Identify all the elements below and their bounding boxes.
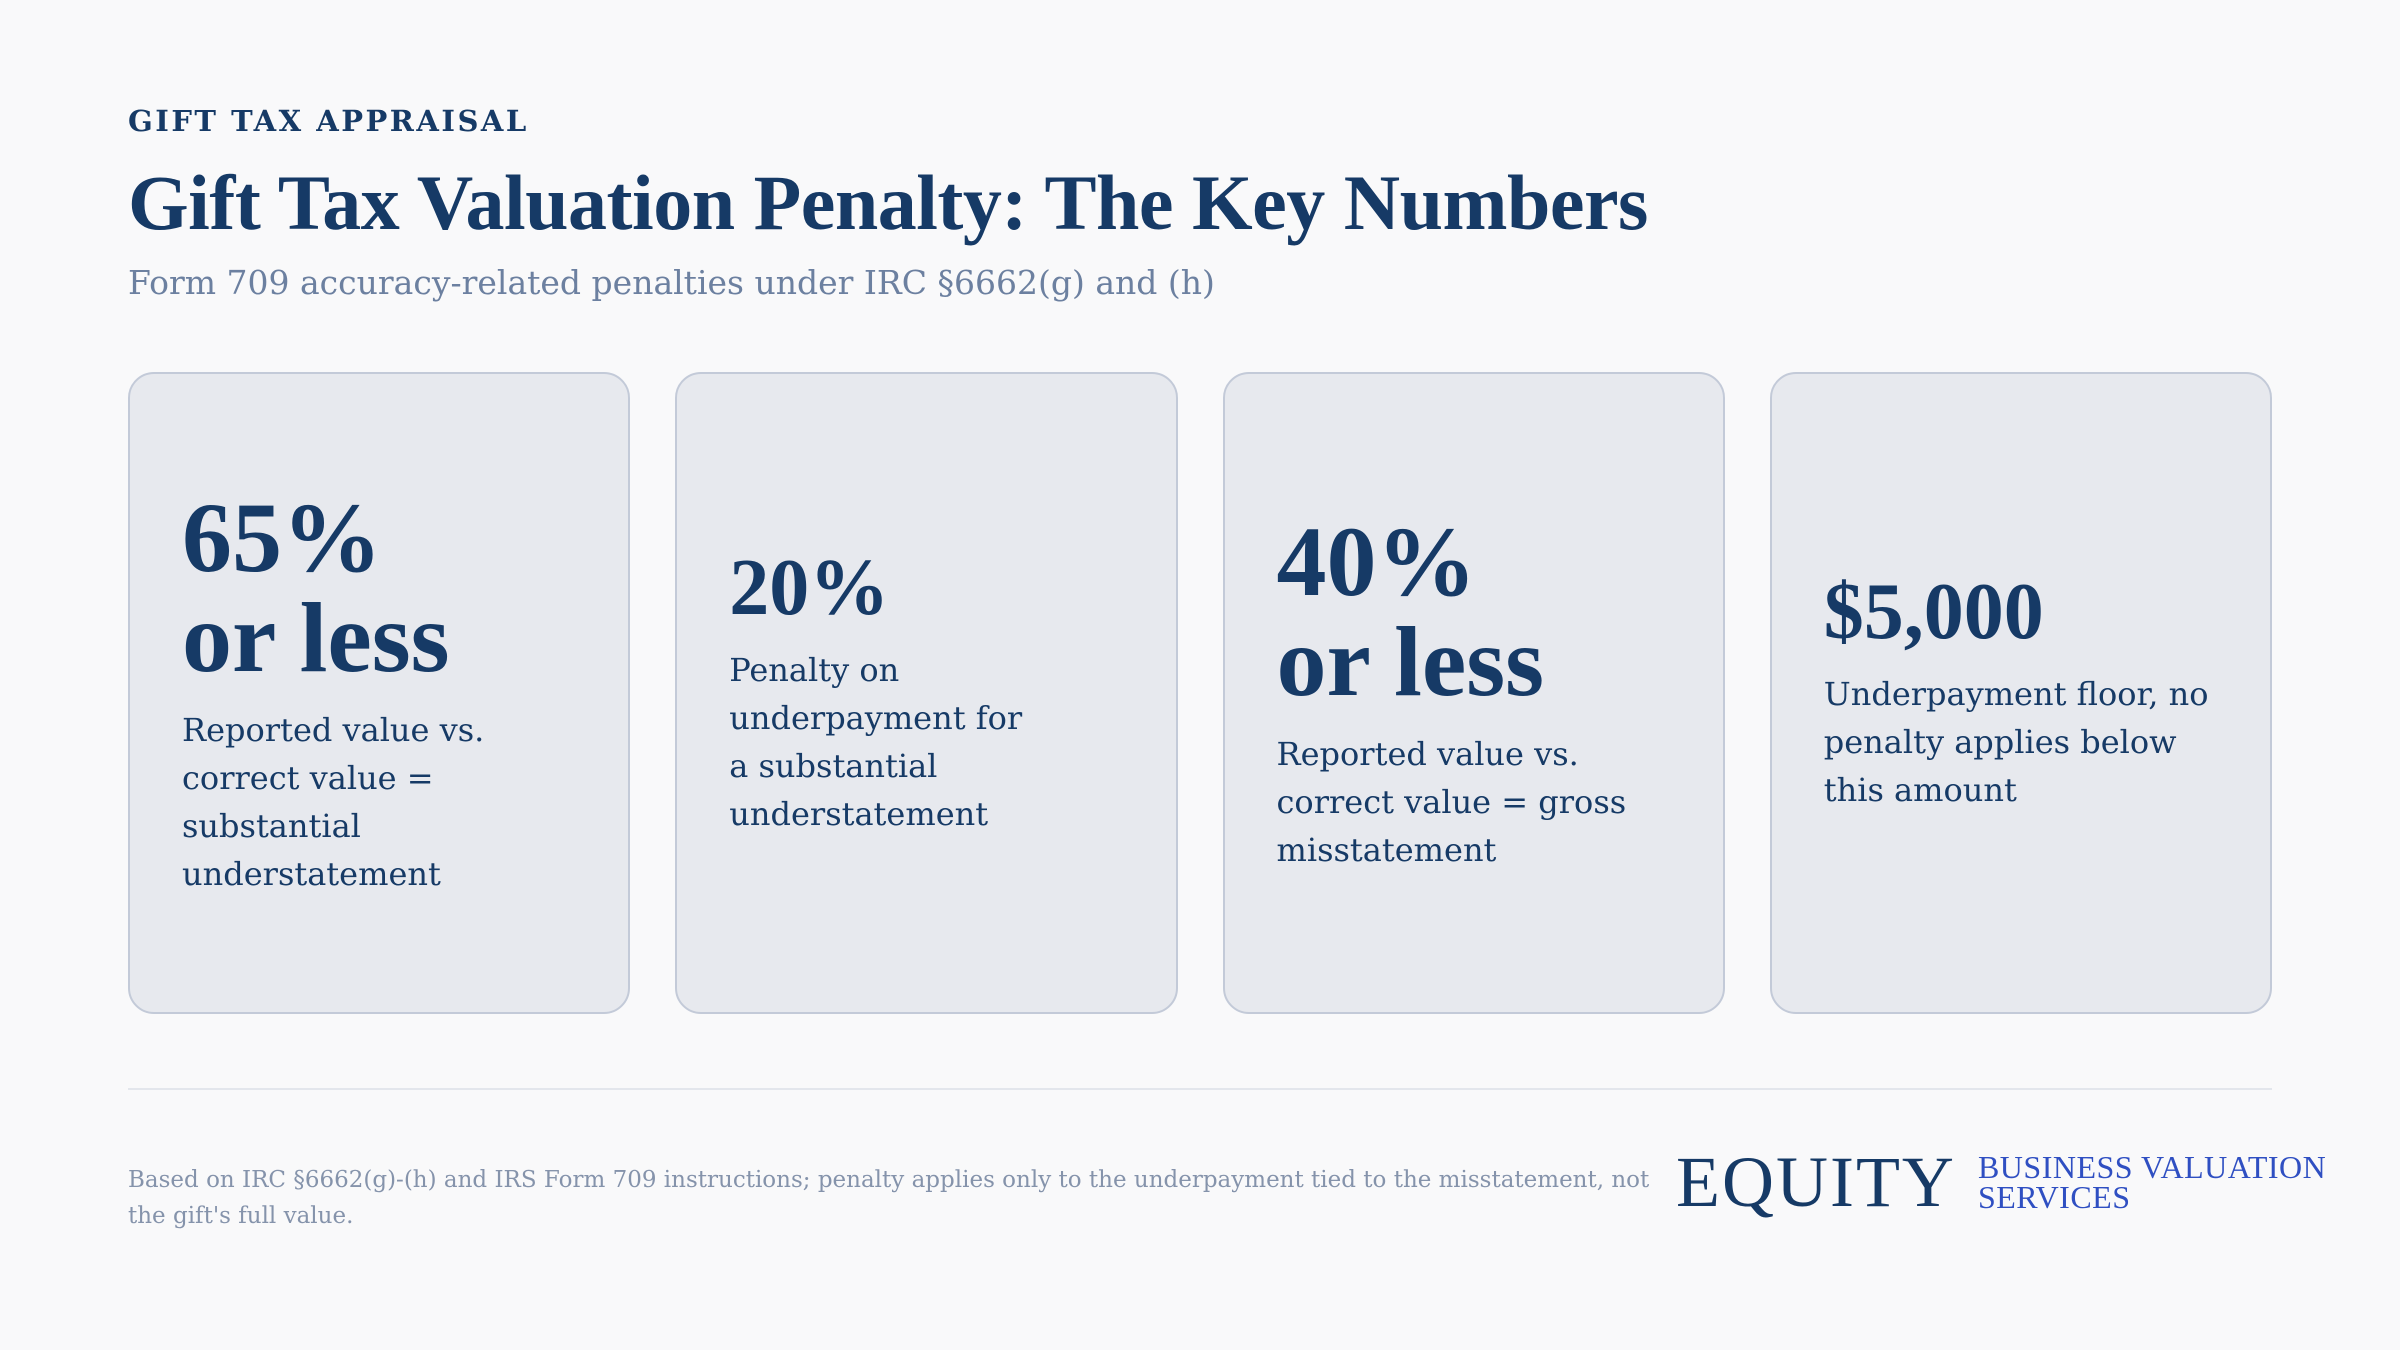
stat-value: 20% — [729, 544, 890, 632]
logo-wordmark: EQUITY — [1676, 1142, 1956, 1222]
stat-value: 65% or less — [182, 482, 450, 693]
stat-description: Reported value vs. correct value = subst… — [182, 711, 485, 893]
stat-value: 40% or less — [1276, 506, 1545, 717]
stat-cards: 65% or less Reported value vs. correct v… — [128, 372, 2272, 1014]
stat-card-penalty-rate: 20% Penalty on underpayment for a substa… — [675, 372, 1178, 1014]
page-subtitle: Form 709 accuracy-related penalties unde… — [128, 263, 1215, 302]
stat-value: $5,000 — [1823, 568, 2044, 656]
page-title: Gift Tax Valuation Penalty: The Key Numb… — [128, 159, 1648, 246]
stat-description: Reported value vs. correct value = gross… — [1276, 735, 1627, 869]
footer-divider — [128, 1088, 2272, 1090]
company-logo: EQUITY BUSINESS VALUATION SERVICES — [1676, 1146, 2326, 1218]
source-footnote: Based on IRC §6662(g)-(h) and IRS Form 7… — [128, 1167, 1650, 1229]
stat-description: Penalty on underpayment for a substantia… — [729, 651, 1023, 833]
stat-description: Underpayment floor, no penalty applies b… — [1823, 675, 2209, 809]
logo-tagline: BUSINESS VALUATION SERVICES — [1977, 1149, 2327, 1215]
logo-tagline-line1: BUSINESS VALUATION — [1977, 1149, 2327, 1185]
eyebrow-label: GIFT TAX APPRAISAL — [128, 104, 529, 138]
stat-card-underpayment-floor: $5,000 Underpayment floor, no penalty ap… — [1769, 372, 2272, 1014]
stat-card-gross-misstatement: 40% or less Reported value vs. correct v… — [1222, 372, 1725, 1014]
logo-tagline-line2: SERVICES — [1977, 1179, 2131, 1215]
stat-card-substantial-understatement: 65% or less Reported value vs. correct v… — [128, 372, 631, 1014]
